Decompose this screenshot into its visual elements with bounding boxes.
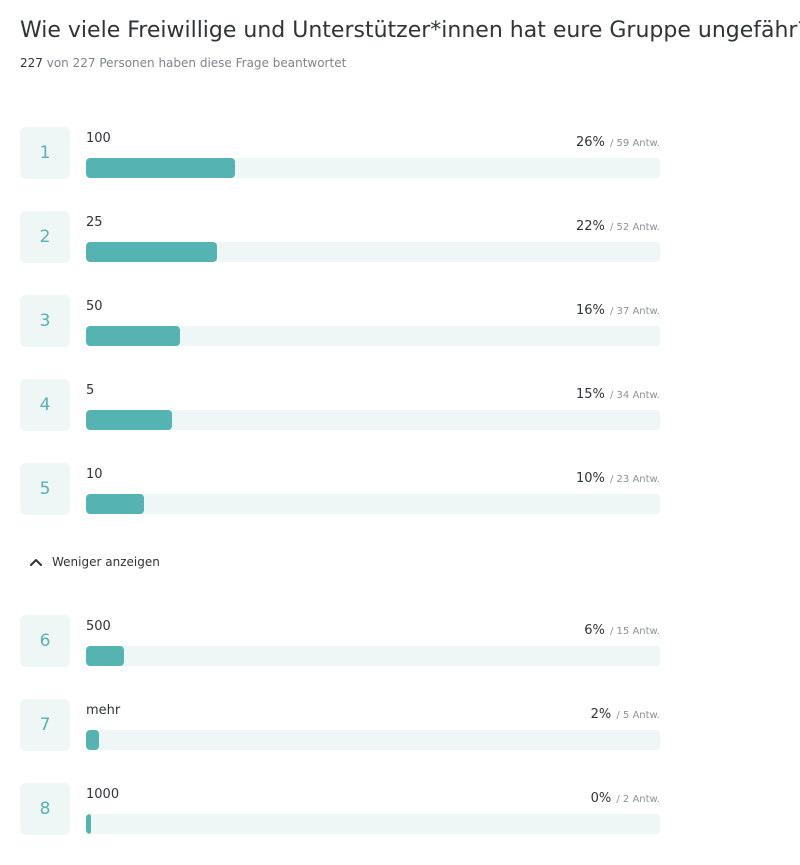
answer-label: 500 <box>86 619 111 634</box>
question-title: Wie viele Freiwillige und Unterstützer*i… <box>20 18 800 43</box>
answer-stats: 0% / 2 Antw. <box>591 787 660 806</box>
rank-badge: 8 <box>20 783 70 835</box>
rank-badge: 5 <box>20 463 70 515</box>
answer-stats: 26% / 59 Antw. <box>576 131 660 150</box>
result-row: 5 10 10% / 23 Antw. <box>20 463 660 515</box>
answer-label: 25 <box>86 215 103 230</box>
chevron-up-icon <box>30 559 42 566</box>
result-row: 8 1000 0% / 2 Antw. <box>20 783 660 835</box>
answer-label: 100 <box>86 131 111 146</box>
show-less-toggle[interactable]: Weniger anzeigen <box>30 555 160 569</box>
result-bar-track <box>86 326 660 346</box>
rank-badge: 4 <box>20 379 70 431</box>
answer-count: / 23 Antw. <box>610 474 660 485</box>
answer-percent: 15% <box>576 387 605 402</box>
answer-count: / 15 Antw. <box>610 626 660 637</box>
rank-badge: 6 <box>20 615 70 667</box>
result-bar-fill <box>86 814 91 834</box>
answer-percent: 0% <box>590 791 612 806</box>
answer-stats: 2% / 5 Antw. <box>591 703 660 722</box>
response-summary: 227 von 227 Personen haben diese Frage b… <box>20 56 346 70</box>
result-bar-track <box>86 494 660 514</box>
answer-percent: 10% <box>576 471 605 486</box>
answer-percent: 6% <box>584 623 605 638</box>
rank-badge: 1 <box>20 127 70 179</box>
result-row: 2 25 22% / 52 Antw. <box>20 211 660 263</box>
result-bar-track <box>86 730 660 750</box>
answer-percent: 16% <box>576 303 605 318</box>
result-bar-track <box>86 242 660 262</box>
answer-stats: 6% / 15 Antw. <box>584 619 660 638</box>
result-row: 4 5 15% / 34 Antw. <box>20 379 660 431</box>
answer-stats: 22% / 52 Antw. <box>576 215 660 234</box>
answered-count: 227 <box>20 56 43 70</box>
result-bar-track <box>86 158 660 178</box>
result-bar-fill <box>86 494 144 514</box>
answer-stats: 15% / 34 Antw. <box>576 383 660 402</box>
answer-label: 10 <box>86 467 103 482</box>
result-bar-track <box>86 814 660 834</box>
answered-text: von 227 Personen haben diese Frage beant… <box>46 56 347 70</box>
answer-label: mehr <box>86 703 121 718</box>
answer-label: 5 <box>86 383 95 398</box>
rank-badge: 3 <box>20 295 70 347</box>
result-bar-fill <box>86 410 172 430</box>
result-bar-fill <box>86 158 235 178</box>
answer-stats: 16% / 37 Antw. <box>576 299 660 318</box>
answer-count: / 37 Antw. <box>610 306 660 317</box>
answer-count: / 2 Antw. <box>616 794 660 805</box>
result-bar-track <box>86 646 660 666</box>
result-row: 6 500 6% / 15 Antw. <box>20 615 660 667</box>
result-bar-fill <box>86 326 180 346</box>
answer-count: / 5 Antw. <box>616 710 660 721</box>
answer-count: / 52 Antw. <box>610 222 660 233</box>
result-bar-track <box>86 410 660 430</box>
show-less-label: Weniger anzeigen <box>52 555 160 569</box>
rank-badge: 2 <box>20 211 70 263</box>
rank-badge: 7 <box>20 699 70 751</box>
result-row: 7 mehr 2% / 5 Antw. <box>20 699 660 751</box>
result-bar-fill <box>86 242 217 262</box>
answer-stats: 10% / 23 Antw. <box>576 467 660 486</box>
answer-label: 50 <box>86 299 103 314</box>
result-row: 3 50 16% / 37 Antw. <box>20 295 660 347</box>
answer-count: / 59 Antw. <box>610 138 660 149</box>
answer-percent: 22% <box>576 219 605 234</box>
answer-label: 1000 <box>86 787 120 802</box>
result-row: 1 100 26% / 59 Antw. <box>20 127 660 179</box>
answer-count: / 34 Antw. <box>610 390 660 401</box>
result-bar-fill <box>86 646 124 666</box>
result-bar-fill <box>86 730 99 750</box>
answer-percent: 26% <box>576 135 605 150</box>
answer-percent: 2% <box>590 707 612 722</box>
